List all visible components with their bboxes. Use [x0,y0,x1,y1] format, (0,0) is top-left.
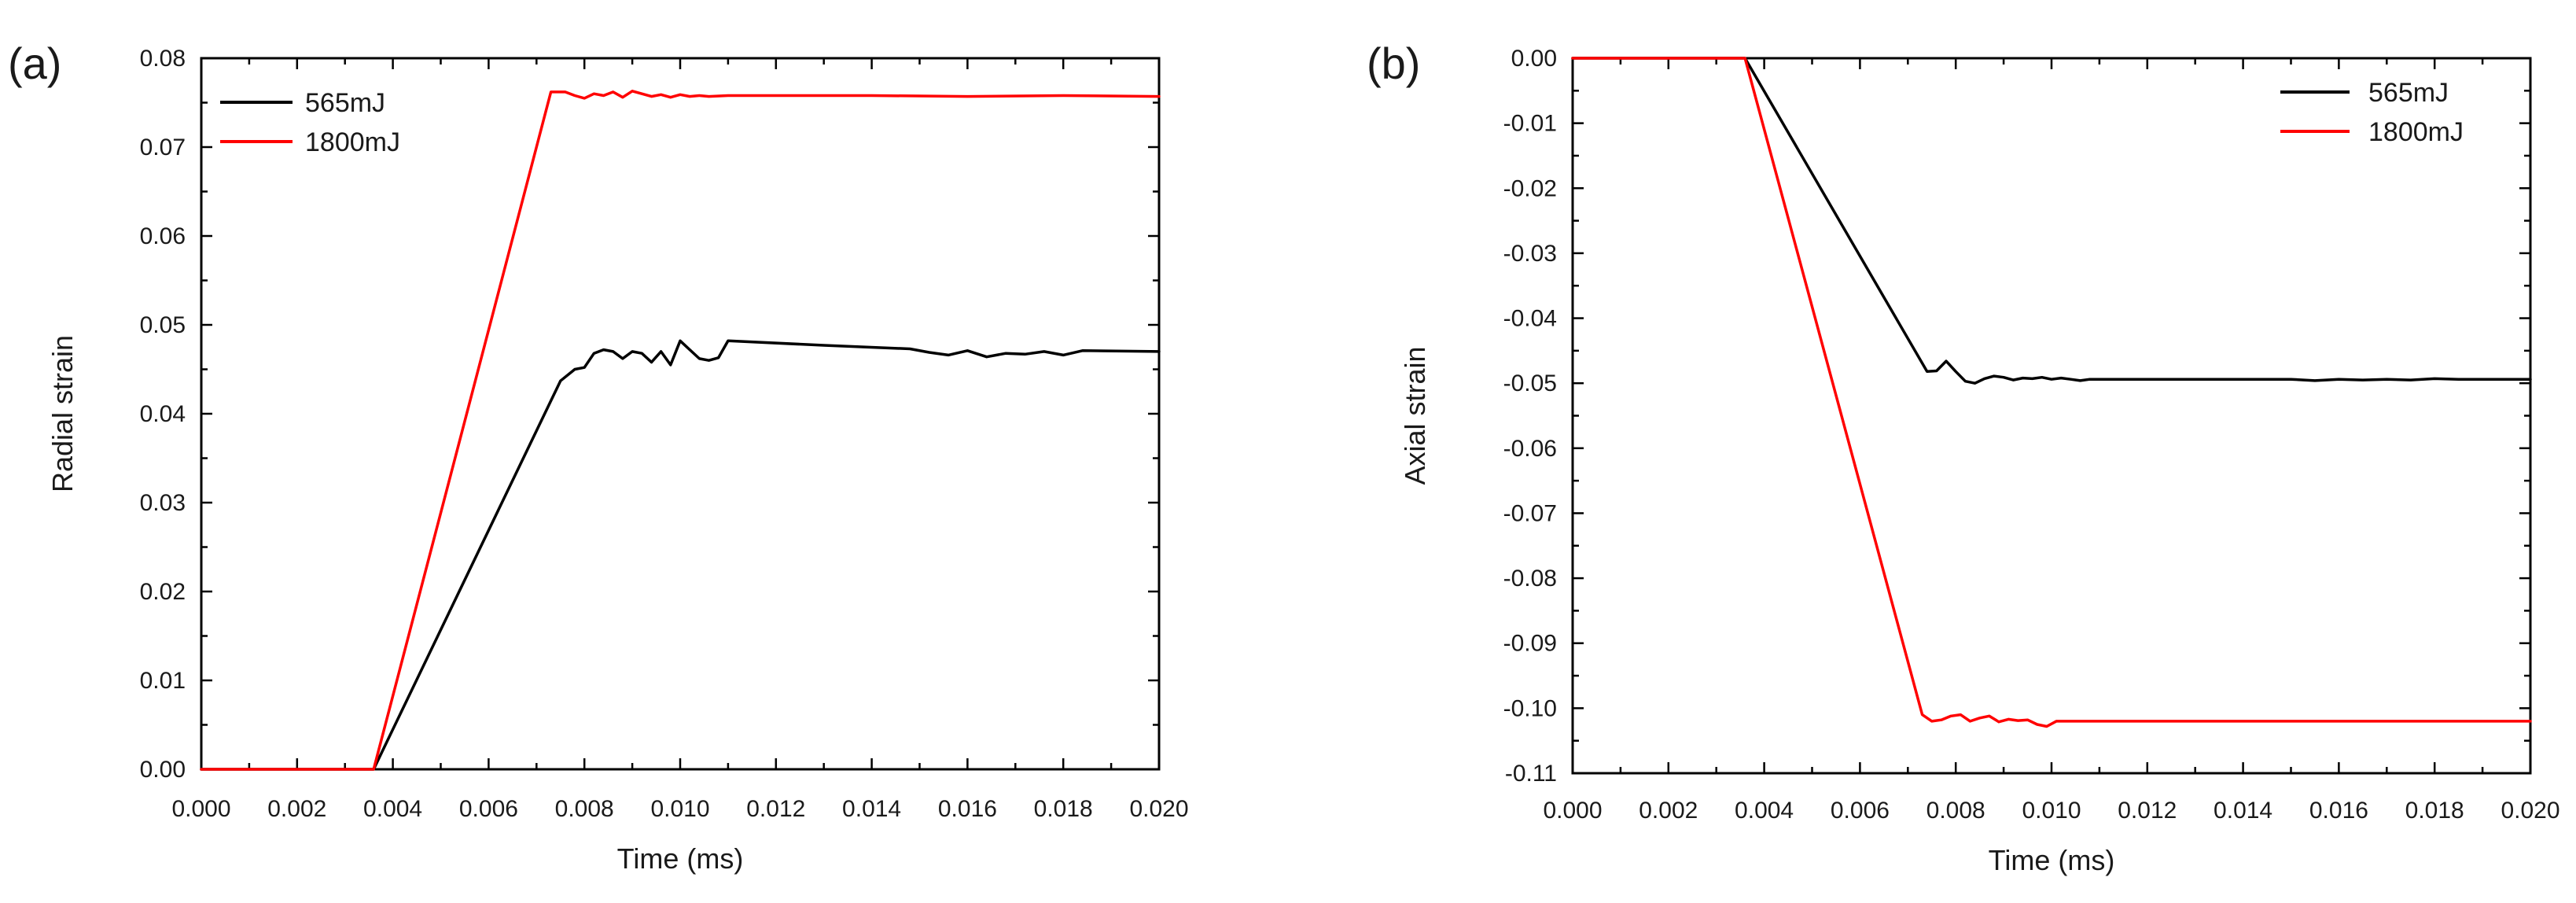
y-tick-label: -0.06 [1503,436,1557,462]
x-tick-label: 0.014 [2214,798,2272,824]
y-tick-label: -0.02 [1503,175,1557,201]
y-tick-label: -0.05 [1503,370,1557,396]
y-tick-label: -0.10 [1503,695,1557,721]
y-tick-label: -0.01 [1503,111,1557,137]
panel-label: (b) [1367,39,1420,88]
x-axis-label: Time (ms) [1989,844,2115,876]
y-tick-label: 0.01 [140,668,186,694]
y-axis-label: Axial strain [1399,346,1431,485]
plot-frame [200,57,1161,771]
x-tick-label: 0.000 [171,796,230,822]
y-tick-label: 0.03 [140,490,186,516]
legend-label: 1800mJ [2368,117,2464,147]
y-tick-label: -0.09 [1503,631,1557,657]
series-line-1800mJ [1571,57,2532,728]
panel-a: (a) 0.000 0.002 0.004 0.006 0.008 0.010 0.012 0.… [8,39,1189,875]
y-tick-label: 0.00 [1511,46,1557,72]
y-tick-label: 0.02 [140,579,186,605]
y-tick-label: -0.04 [1503,306,1557,332]
x-tick-label: 0.016 [2309,798,2368,824]
x-tick-label: 0.016 [938,796,997,822]
x-tick-label: 0.020 [1129,796,1188,822]
y-tick-label: 0.04 [140,401,186,427]
legend-label: 565mJ [2368,78,2449,108]
x-tick-label: 0.012 [2118,798,2177,824]
legend-label: 565mJ [305,88,385,118]
x-tick-label: 0.018 [1034,796,1093,822]
x-tick-label: 0.008 [555,796,614,822]
x-tick-label: 0.012 [746,796,805,822]
x-tick-label: 0.006 [459,796,518,822]
series-line-565mJ [1571,57,2532,385]
y-tick-label: -0.03 [1503,241,1557,267]
panel-label: (a) [8,39,61,88]
x-tick-label: 0.002 [267,796,326,822]
y-tick-label: 0.06 [140,223,186,249]
plot-frame [1571,57,2532,775]
x-tick-label: 0.010 [650,796,709,822]
x-tick-label: 0.018 [2405,798,2464,824]
y-tick-label: -0.07 [1503,500,1557,526]
y-axis-label: Radial strain [46,335,79,492]
y-tick-label: 0.07 [140,135,186,160]
legend-label: 1800mJ [305,127,400,157]
x-tick-label: 0.004 [363,796,422,822]
x-tick-label: 0.020 [2501,798,2559,824]
x-tick-label: 0.006 [1831,798,1890,824]
x-tick-label: 0.010 [2022,798,2081,824]
x-tick-label: 0.014 [842,796,901,822]
x-tick-label: 0.004 [1735,798,1794,824]
x-tick-label: 0.002 [1639,798,1698,824]
series-line-1800mJ [200,90,1161,771]
y-tick-label: 0.00 [140,757,186,783]
x-axis-label: Time (ms) [617,842,744,875]
x-tick-label: 0.008 [1926,798,1985,824]
x-tick-label: 0.000 [1543,798,1602,824]
y-tick-label: -0.08 [1503,566,1557,592]
y-tick-label: 0.08 [140,46,186,72]
panel-b: (b) 0.000 0.002 0.004 0.006 0.008 0.010 0.012 0.… [1367,39,2560,876]
y-tick-label: -0.11 [1505,761,1557,787]
y-tick-label: 0.05 [140,312,186,338]
series-line-565mJ [200,339,1161,771]
